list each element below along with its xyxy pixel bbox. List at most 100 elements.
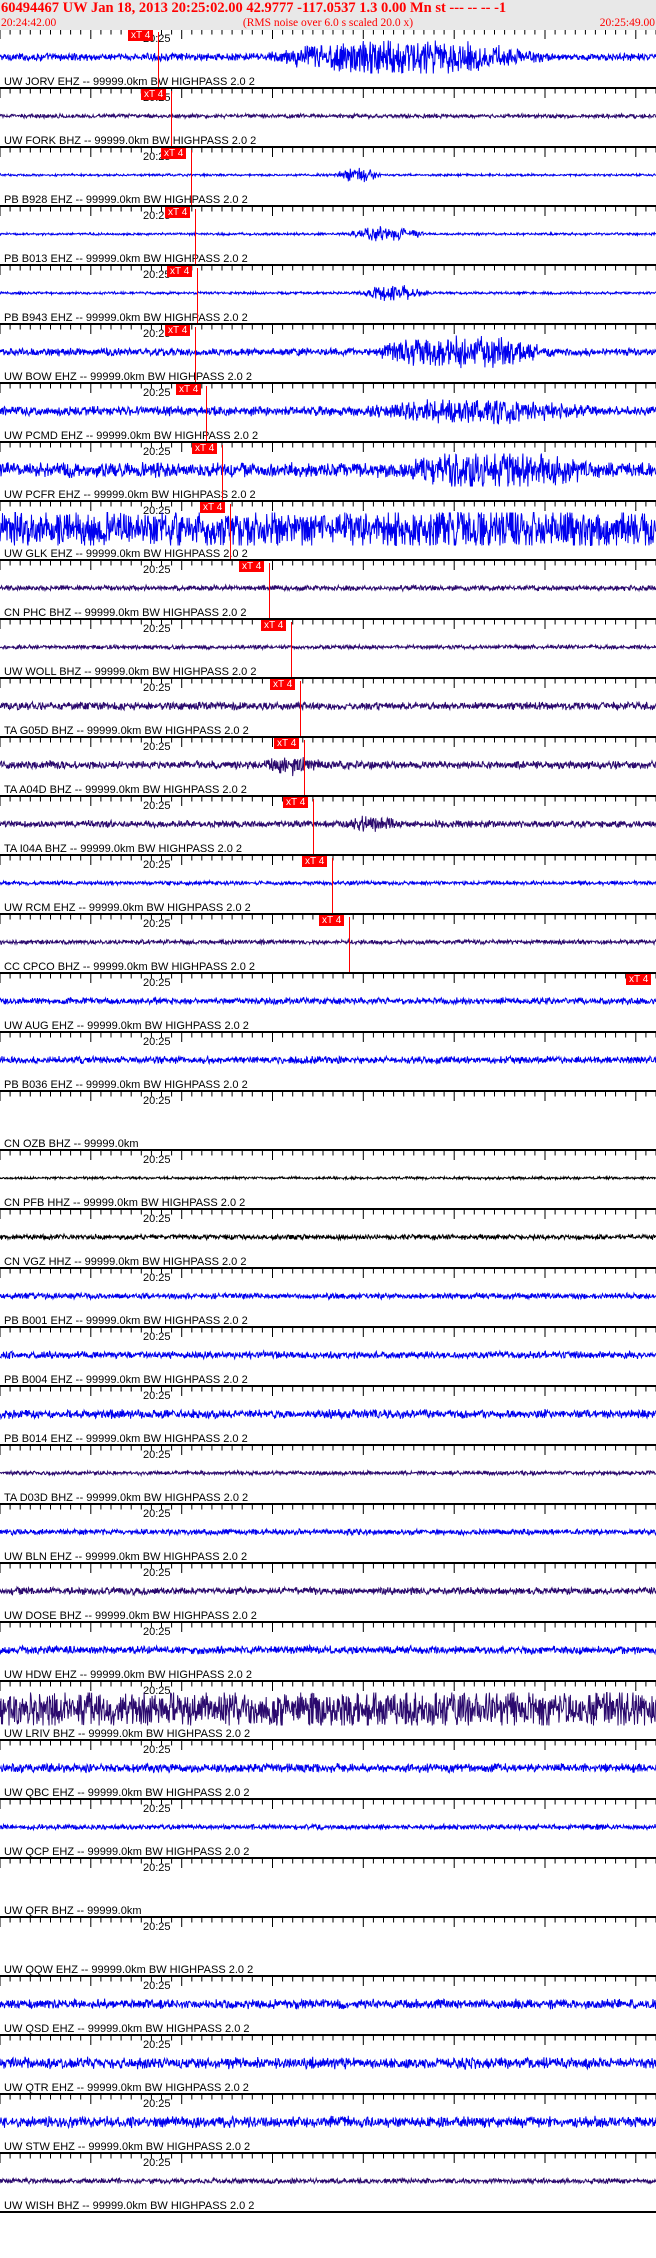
trace-row[interactable]: 20:25 CC CPCO BHZ -- 99999.0km BW HIGHPAS… xyxy=(0,915,656,974)
station-label: UW AUG EHZ -- 99999.0km BW HIGHPASS 2.0 … xyxy=(4,1020,249,1032)
time-axis xyxy=(0,148,656,157)
time-axis xyxy=(0,2154,656,2163)
axis-time-label: 20:25 xyxy=(143,682,171,694)
trace-row[interactable]: 20:25 UW RCM EHZ -- 99999.0km BW HIGHPASS… xyxy=(0,856,656,915)
scale-tag[interactable]: xT 4 xyxy=(192,443,218,454)
waveform xyxy=(0,1102,656,1136)
trace-row[interactable]: 20:25 PB B928 EHZ -- 99999.0km BW HIGHPAS… xyxy=(0,148,656,207)
scale-tag[interactable]: xT 4 xyxy=(261,620,287,631)
scale-tag[interactable]: xT 4 xyxy=(319,915,345,926)
scale-tag[interactable]: xT 4 xyxy=(141,89,167,100)
time-axis xyxy=(0,1623,656,1632)
time-axis xyxy=(0,974,656,983)
trace-row[interactable]: 20:25 UW GLK EHZ -- 99999.0km BW HIGHPASS… xyxy=(0,502,656,561)
trace-row[interactable]: 20:25 UW PCMD EHZ -- 99999.0km BW HIGHPAS… xyxy=(0,384,656,443)
trace-row[interactable]: 20:25 PB B014 EHZ -- 99999.0km BW HIGHPAS… xyxy=(0,1387,656,1446)
trace-row[interactable]: 20:25 UW LRIV BHZ -- 99999.0km BW HIGHPAS… xyxy=(0,1682,656,1741)
scale-tag[interactable]: xT 4 xyxy=(167,266,193,277)
pick-marker-line xyxy=(300,681,301,736)
trace-row[interactable]: 20:25 UW QTR EHZ -- 99999.0km BW HIGHPASS… xyxy=(0,2036,656,2095)
axis-time-label: 20:25 xyxy=(143,1980,171,1992)
scale-tag[interactable]: xT 4 xyxy=(165,207,191,218)
waveform xyxy=(0,217,656,251)
time-axis xyxy=(0,856,656,865)
station-label: CC CPCO BHZ -- 99999.0km BW HIGHPASS 2.0… xyxy=(4,961,256,973)
event-header: 60494467 UW Jan 18, 2013 20:25:02.00 42.… xyxy=(0,0,656,30)
trace-row[interactable]: 20:25 TA A04D BHZ -- 99999.0km BW HIGHPAS… xyxy=(0,738,656,797)
trace-row[interactable]: 20:25 CN PFB HHZ -- 99999.0km BW HIGHPASS… xyxy=(0,1151,656,1210)
station-label: PB B013 EHZ -- 99999.0km BW HIGHPASS 2.0… xyxy=(4,253,248,265)
waveform xyxy=(0,2046,656,2080)
station-label: UW DOSE BHZ -- 99999.0km BW HIGHPASS 2.0… xyxy=(4,1610,257,1622)
waveform xyxy=(0,807,656,841)
waveform xyxy=(0,335,656,369)
scale-tag[interactable]: xT 4 xyxy=(283,797,309,808)
station-label: TA D03D BHZ -- 99999.0km BW HIGHPASS 2.0… xyxy=(4,1492,249,1504)
waveform xyxy=(0,1574,656,1608)
trace-row[interactable]: 20:25 UW HDW EHZ -- 99999.0km BW HIGHPASS… xyxy=(0,1623,656,1682)
waveform xyxy=(0,453,656,487)
station-label: UW RCM EHZ -- 99999.0km BW HIGHPASS 2.0 … xyxy=(4,902,251,914)
trace-row[interactable]: 20:25 CN VGZ HHZ -- 99999.0km BW HIGHPASS… xyxy=(0,1210,656,1269)
waveform xyxy=(0,2105,656,2139)
trace-row[interactable]: 20:25 UW PCFR EHZ -- 99999.0km BW HIGHPAS… xyxy=(0,443,656,502)
trace-row[interactable]: 20:25 TA D03D BHZ -- 99999.0km BW HIGHPAS… xyxy=(0,1446,656,1505)
station-label: CN PHC BHZ -- 99999.0km BW HIGHPASS 2.0 … xyxy=(4,607,247,619)
scale-tag[interactable]: xT 4 xyxy=(270,679,296,690)
axis-time-label: 20:25 xyxy=(143,2098,171,2110)
trace-row[interactable]: 20:25 UW QFR BHZ -- 99999.0km xyxy=(0,1859,656,1918)
trace-row[interactable]: 20:25 PB B013 EHZ -- 99999.0km BW HIGHPAS… xyxy=(0,207,656,266)
scale-tag[interactable]: xT 4 xyxy=(626,974,652,985)
trace-row[interactable]: 20:25 CN OZB BHZ -- 99999.0km xyxy=(0,1092,656,1151)
scale-tag[interactable]: xT 4 xyxy=(176,384,202,395)
trace-row[interactable]: 20:25 UW AUG EHZ -- 99999.0km BW HIGHPASS… xyxy=(0,974,656,1033)
scale-tag[interactable]: xT 4 xyxy=(161,148,187,159)
trace-row[interactable]: 20:25 PB B001 EHZ -- 99999.0km BW HIGHPAS… xyxy=(0,1269,656,1328)
trace-row[interactable]: 20:25 UW JORV EHZ -- 99999.0km BW HIGHPAS… xyxy=(0,30,656,89)
station-label: PB B943 EHZ -- 99999.0km BW HIGHPASS 2.0… xyxy=(4,312,248,324)
trace-row[interactable]: 20:25 UW BLN EHZ -- 99999.0km BW HIGHPASS… xyxy=(0,1505,656,1564)
scale-tag[interactable]: xT 4 xyxy=(302,856,328,867)
pick-marker-line xyxy=(158,32,159,87)
trace-row[interactable]: 20:25 UW BOW EHZ -- 99999.0km BW HIGHPASS… xyxy=(0,325,656,384)
waveform xyxy=(0,571,656,605)
trace-row[interactable]: 20:25 UW QQW EHZ -- 99999.0km BW HIGHPASS… xyxy=(0,1918,656,1977)
trace-row[interactable]: 20:25 UW DOSE BHZ -- 99999.0km BW HIGHPAS… xyxy=(0,1564,656,1623)
trace-row[interactable]: 20:25 CN PHC BHZ -- 99999.0km BW HIGHPASS… xyxy=(0,561,656,620)
scale-tag[interactable]: xT 4 xyxy=(128,30,154,41)
station-label: UW JORV EHZ -- 99999.0km BW HIGHPASS 2.0… xyxy=(4,76,255,88)
scale-tag[interactable]: xT 4 xyxy=(239,561,265,572)
trace-row[interactable]: 20:25 PB B004 EHZ -- 99999.0km BW HIGHPAS… xyxy=(0,1328,656,1387)
trace-row[interactable]: 20:25 UW QCP EHZ -- 99999.0km BW HIGHPASS… xyxy=(0,1800,656,1859)
axis-time-label: 20:25 xyxy=(143,1213,171,1225)
station-label: UW QTR EHZ -- 99999.0km BW HIGHPASS 2.0 … xyxy=(4,2082,249,2094)
trace-row[interactable]: 20:25 PB B943 EHZ -- 99999.0km BW HIGHPAS… xyxy=(0,266,656,325)
time-axis xyxy=(0,1977,656,1986)
time-axis xyxy=(0,1800,656,1809)
trace-row[interactable]: 20:25 UW QBC EHZ -- 99999.0km BW HIGHPASS… xyxy=(0,1741,656,1800)
trace-row[interactable]: 20:25 UW STW EHZ -- 99999.0km BW HIGHPASS… xyxy=(0,2095,656,2154)
waveform xyxy=(0,1810,656,1844)
time-axis xyxy=(0,89,656,98)
scale-tag[interactable]: xT 4 xyxy=(200,502,226,513)
waveform xyxy=(0,276,656,310)
rms-noise-note: (RMS noise over 6.0 s scaled 20.0 x) xyxy=(242,17,414,29)
trace-row[interactable]: 20:25 UW WISH BHZ -- 99999.0km BW HIGHPAS… xyxy=(0,2154,656,2213)
trace-row[interactable]: 20:25 TA G05D BHZ -- 99999.0km BW HIGHPAS… xyxy=(0,679,656,738)
time-axis xyxy=(0,561,656,570)
axis-time-label: 20:25 xyxy=(143,918,171,930)
event-summary-line: 60494467 UW Jan 18, 2013 20:25:02.00 42.… xyxy=(1,0,507,16)
trace-row[interactable]: 20:25 UW QSD EHZ -- 99999.0km BW HIGHPASS… xyxy=(0,1977,656,2036)
trace-row[interactable]: 20:25 UW WOLL BHZ -- 99999.0km BW HIGHPAS… xyxy=(0,620,656,679)
time-axis xyxy=(0,502,656,511)
waveform xyxy=(0,512,656,546)
trace-row[interactable]: 20:25 PB B036 EHZ -- 99999.0km BW HIGHPAS… xyxy=(0,1033,656,1092)
scale-tag[interactable]: xT 4 xyxy=(274,738,300,749)
station-label: UW BLN EHZ -- 99999.0km BW HIGHPASS 2.0 … xyxy=(4,1551,248,1563)
axis-time-label: 20:25 xyxy=(143,1095,171,1107)
trace-row[interactable]: 20:25 TA I04A BHZ -- 99999.0km BW HIGHPAS… xyxy=(0,797,656,856)
waveform xyxy=(0,40,656,74)
scale-tag[interactable]: xT 4 xyxy=(165,325,191,336)
